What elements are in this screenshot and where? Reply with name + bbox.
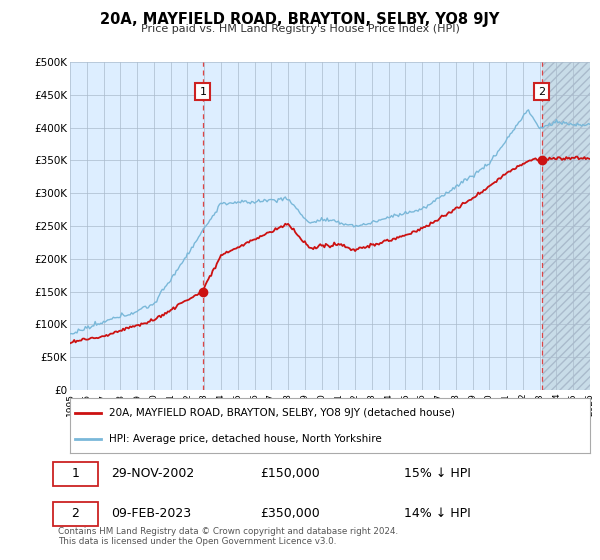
Text: 1: 1 [71,467,79,480]
Text: HPI: Average price, detached house, North Yorkshire: HPI: Average price, detached house, Nort… [109,434,382,444]
Text: 2: 2 [538,86,545,96]
Bar [542,62,590,390]
Text: 20A, MAYFIELD ROAD, BRAYTON, SELBY, YO8 9JY: 20A, MAYFIELD ROAD, BRAYTON, SELBY, YO8 … [100,12,500,27]
Text: 2: 2 [71,507,79,520]
FancyBboxPatch shape [53,462,98,486]
Text: 09-FEB-2023: 09-FEB-2023 [111,507,191,520]
Text: £150,000: £150,000 [260,467,320,480]
Text: 14% ↓ HPI: 14% ↓ HPI [404,507,470,520]
Text: 29-NOV-2002: 29-NOV-2002 [111,467,194,480]
Bar [542,62,590,390]
Text: £350,000: £350,000 [260,507,320,520]
Text: 15% ↓ HPI: 15% ↓ HPI [404,467,470,480]
FancyBboxPatch shape [53,502,98,525]
Text: 1: 1 [199,86,206,96]
Text: Contains HM Land Registry data © Crown copyright and database right 2024.
This d: Contains HM Land Registry data © Crown c… [58,526,398,546]
Text: 20A, MAYFIELD ROAD, BRAYTON, SELBY, YO8 9JY (detached house): 20A, MAYFIELD ROAD, BRAYTON, SELBY, YO8 … [109,408,455,418]
Text: Price paid vs. HM Land Registry's House Price Index (HPI): Price paid vs. HM Land Registry's House … [140,24,460,34]
